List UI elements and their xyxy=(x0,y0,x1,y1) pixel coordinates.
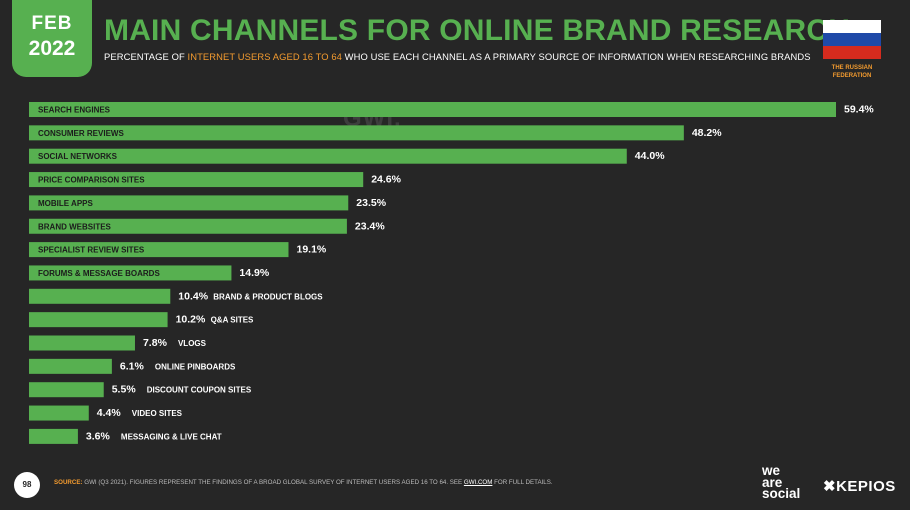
source-end: FOR FULL DETAILS. xyxy=(492,479,553,486)
bar xyxy=(29,358,112,374)
kepios-mark-icon: ✖ xyxy=(823,478,837,495)
value-label: 59.4% xyxy=(844,104,874,116)
value-label: 23.4% xyxy=(355,220,385,232)
value-label: 10.2% xyxy=(176,314,206,326)
source-text: GWI (Q3 2021). FIGURES REPRESENT THE FIN… xyxy=(82,479,464,486)
category-label: FORUMS & MESSAGE BOARDS xyxy=(38,269,160,278)
category-label: DISCOUNT COUPON SITES xyxy=(147,386,252,395)
value-label: 23.5% xyxy=(356,197,386,209)
value-label: 24.6% xyxy=(371,174,401,186)
source-note: SOURCE: GWI (Q3 2021). FIGURES REPRESENT… xyxy=(54,479,553,486)
subtitle-post: WHO USE EACH CHANNEL AS A PRIMARY SOURCE… xyxy=(341,51,811,62)
page-subtitle: PERCENTAGE OF INTERNET USERS AGED 16 TO … xyxy=(104,51,811,62)
flag-stripe-red xyxy=(823,46,881,59)
country-label: THE RUSSIAN FEDERATION xyxy=(812,64,892,80)
category-label: MOBILE APPS xyxy=(38,199,93,208)
bar xyxy=(29,288,171,304)
category-label: CONSUMER REVIEWS xyxy=(38,129,124,138)
kepios-logo: ✖KEPIOS xyxy=(823,477,896,495)
value-label: 48.2% xyxy=(692,127,722,139)
page-number: 98 xyxy=(14,472,40,498)
category-label: MESSAGING & LIVE CHAT xyxy=(121,432,222,441)
bar xyxy=(29,148,627,164)
category-label: Q&A SITES xyxy=(211,316,254,325)
logo-line-are: are xyxy=(762,474,783,490)
bar xyxy=(29,335,135,351)
country-label-line1: THE RUSSIAN xyxy=(831,65,873,71)
bar xyxy=(29,218,347,234)
value-label: 7.8% xyxy=(143,337,168,349)
country-label-line2: FEDERATION xyxy=(832,73,872,79)
subtitle-highlight: INTERNET USERS AGED 16 TO 64 xyxy=(187,51,342,62)
category-label: SPECIALIST REVIEW SITES xyxy=(38,246,145,255)
subtitle-pre: PERCENTAGE OF xyxy=(104,51,188,62)
value-label: 5.5% xyxy=(112,384,137,396)
category-label: VIDEO SITES xyxy=(132,409,183,418)
value-label: 44.0% xyxy=(635,150,665,162)
bar xyxy=(29,312,168,328)
russia-flag-icon xyxy=(823,20,881,59)
category-label: BRAND WEBSITES xyxy=(38,222,112,231)
source-label: SOURCE: xyxy=(54,479,83,486)
bar xyxy=(29,405,89,421)
category-label: ONLINE PINBOARDS xyxy=(155,362,236,371)
date-year: 2022 xyxy=(28,37,76,60)
value-label: 14.9% xyxy=(239,267,269,279)
value-label: 10.4% xyxy=(178,290,208,302)
page-title: MAIN CHANNELS FOR ONLINE BRAND RESEARCH xyxy=(104,14,851,47)
we-are-social-logo: we are social xyxy=(762,463,801,501)
bar xyxy=(29,125,684,141)
source-link[interactable]: GWI.COM xyxy=(463,479,493,486)
flag-stripe-blue xyxy=(823,33,881,46)
category-label: BRAND & PRODUCT BLOGS xyxy=(213,292,323,301)
logo-line-we: we xyxy=(762,463,781,478)
bar xyxy=(29,265,232,281)
category-label: PRICE COMPARISON SITES xyxy=(38,176,145,185)
value-label: 4.4% xyxy=(97,407,122,419)
date-badge: FEB 2022 xyxy=(12,0,92,77)
bar xyxy=(29,242,289,258)
value-label: 6.1% xyxy=(120,360,145,372)
bar xyxy=(29,102,836,117)
category-label: VLOGS xyxy=(178,339,207,348)
category-label: SEARCH ENGINES xyxy=(38,106,111,115)
value-label: 3.6% xyxy=(86,430,111,442)
kepios-wordmark: KEPIOS xyxy=(836,478,896,495)
value-label: 19.1% xyxy=(296,244,326,256)
logo-line-social: social xyxy=(762,486,801,501)
date-month: FEB xyxy=(31,13,73,34)
bar xyxy=(29,195,349,211)
bar xyxy=(29,382,104,398)
bar xyxy=(29,172,364,188)
flag-stripe-white xyxy=(823,20,881,33)
bar xyxy=(29,428,78,444)
category-label: SOCIAL NETWORKS xyxy=(38,152,118,161)
